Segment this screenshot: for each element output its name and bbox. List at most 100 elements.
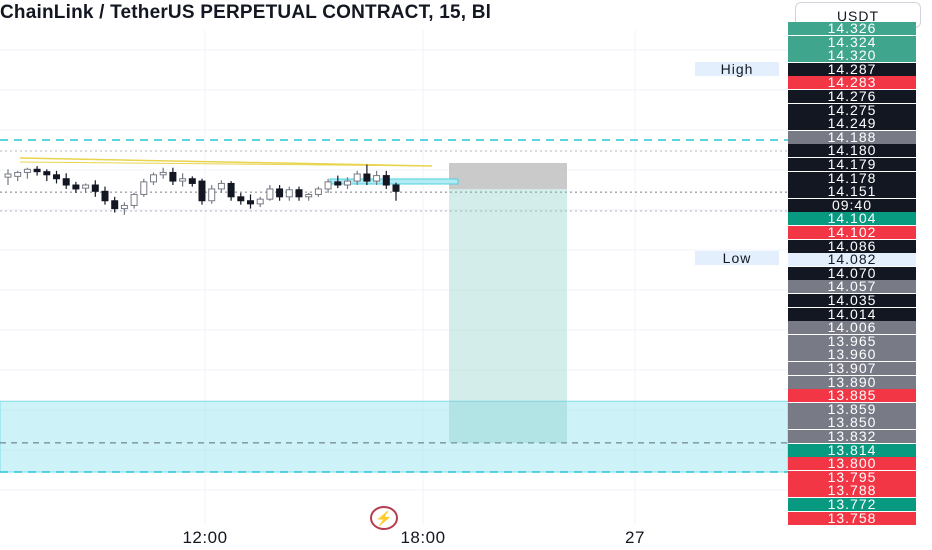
- price-tag: 14.014: [788, 307, 916, 321]
- candle-body-up: [120, 204, 128, 210]
- candles-layer: [4, 164, 400, 215]
- candle-body-up: [256, 198, 264, 205]
- candle-body-up: [314, 188, 322, 195]
- candle-body-down: [188, 178, 196, 184]
- candle: [188, 176, 196, 187]
- candle: [334, 175, 342, 189]
- candle: [179, 173, 187, 187]
- reference-lines-layer: [0, 139, 788, 212]
- candle-body-up: [14, 171, 22, 177]
- time-label-27: 27: [625, 528, 645, 547]
- candle-body-up: [23, 168, 31, 173]
- price-tag: 13.772: [788, 498, 916, 511]
- price-tag: 13.907: [788, 362, 916, 375]
- candle-body-down: [91, 184, 99, 192]
- lightning-icon[interactable]: ⚡: [370, 506, 398, 530]
- candle-body-down: [334, 181, 342, 186]
- candle: [111, 196, 119, 213]
- price-tag: 14.082: [788, 253, 916, 267]
- candle: [159, 167, 167, 179]
- candle: [276, 185, 284, 201]
- candle: [150, 172, 157, 186]
- candle: [169, 167, 177, 186]
- trendline[interactable]: [19, 157, 433, 167]
- price-tag: 14.320: [788, 49, 916, 63]
- low-label: Low: [695, 251, 779, 265]
- candle: [130, 192, 138, 209]
- price-tag: 09:40: [788, 198, 916, 212]
- candle: [237, 192, 245, 205]
- trendline-secondary[interactable]: [19, 161, 433, 167]
- price-tag: 14.249: [788, 117, 916, 131]
- candle: [295, 186, 303, 201]
- price-tag: 14.275: [788, 103, 916, 117]
- candle: [43, 169, 51, 182]
- take-profit-area[interactable]: [449, 189, 567, 443]
- price-tag: 13.788: [788, 484, 916, 498]
- candle: [33, 166, 41, 176]
- price-tag: 14.188: [788, 130, 916, 144]
- price-tag: 13.814: [788, 443, 916, 457]
- candle: [247, 194, 254, 209]
- candle-body-down: [62, 178, 70, 186]
- candle-body-down: [392, 184, 400, 192]
- price-tag: 14.086: [788, 239, 916, 253]
- price-tag: 13.965: [788, 334, 916, 348]
- candle: [324, 178, 332, 193]
- price-tag: 14.287: [788, 62, 916, 76]
- candle: [266, 185, 274, 201]
- time-label-1200: 12:00: [182, 528, 228, 547]
- candle: [227, 181, 235, 201]
- candle: [363, 164, 371, 186]
- price-tag: 14.104: [788, 212, 916, 226]
- candle-body-up: [305, 193, 313, 198]
- candle: [23, 167, 31, 179]
- candle-body-down: [382, 175, 390, 186]
- candle: [120, 202, 128, 215]
- candle-body-down: [363, 173, 371, 182]
- short-position-tool[interactable]: [329, 163, 567, 443]
- candle: [382, 170, 390, 189]
- price-tag: 13.758: [788, 511, 916, 525]
- candle: [14, 170, 22, 182]
- candle-body-up: [150, 174, 157, 183]
- candle: [305, 192, 313, 201]
- price-tag: 14.035: [788, 294, 916, 307]
- price-tag: 13.859: [788, 402, 916, 416]
- price-tag: 13.795: [788, 470, 916, 484]
- price-tag: 13.850: [788, 416, 916, 430]
- price-tag: 14.070: [788, 266, 916, 280]
- candle: [373, 170, 381, 186]
- candle-body-down: [247, 200, 254, 205]
- price-tag: 13.960: [788, 348, 916, 362]
- stop-loss-area[interactable]: [449, 163, 567, 190]
- price-tag: 14.006: [788, 321, 916, 335]
- candle-body-up: [373, 175, 381, 182]
- candle: [344, 177, 351, 189]
- candle-body-up: [285, 189, 293, 198]
- price-tag: 14.326: [788, 22, 916, 35]
- candle: [140, 178, 148, 197]
- candle-body-down: [72, 184, 80, 190]
- price-tag: 13.800: [788, 457, 916, 471]
- candle-body-up: [353, 173, 361, 182]
- candle: [72, 181, 80, 193]
- candle: [91, 180, 99, 197]
- candle: [353, 170, 361, 186]
- price-tag: 14.276: [788, 90, 916, 103]
- candle: [4, 169, 12, 186]
- price-tag: 14.324: [788, 35, 916, 49]
- candle-body-down: [43, 171, 51, 176]
- price-tag: 13.885: [788, 389, 916, 403]
- candle-body-up: [344, 180, 351, 186]
- price-tag: 13.832: [788, 430, 916, 443]
- candle: [314, 186, 322, 197]
- candle: [208, 185, 216, 204]
- time-label-1800: 18:00: [400, 528, 446, 547]
- demand-zone[interactable]: [0, 400, 789, 473]
- candle-body-up: [324, 181, 332, 190]
- candle-body-up: [159, 171, 167, 176]
- candle: [62, 173, 70, 189]
- price-tag: 14.179: [788, 158, 916, 171]
